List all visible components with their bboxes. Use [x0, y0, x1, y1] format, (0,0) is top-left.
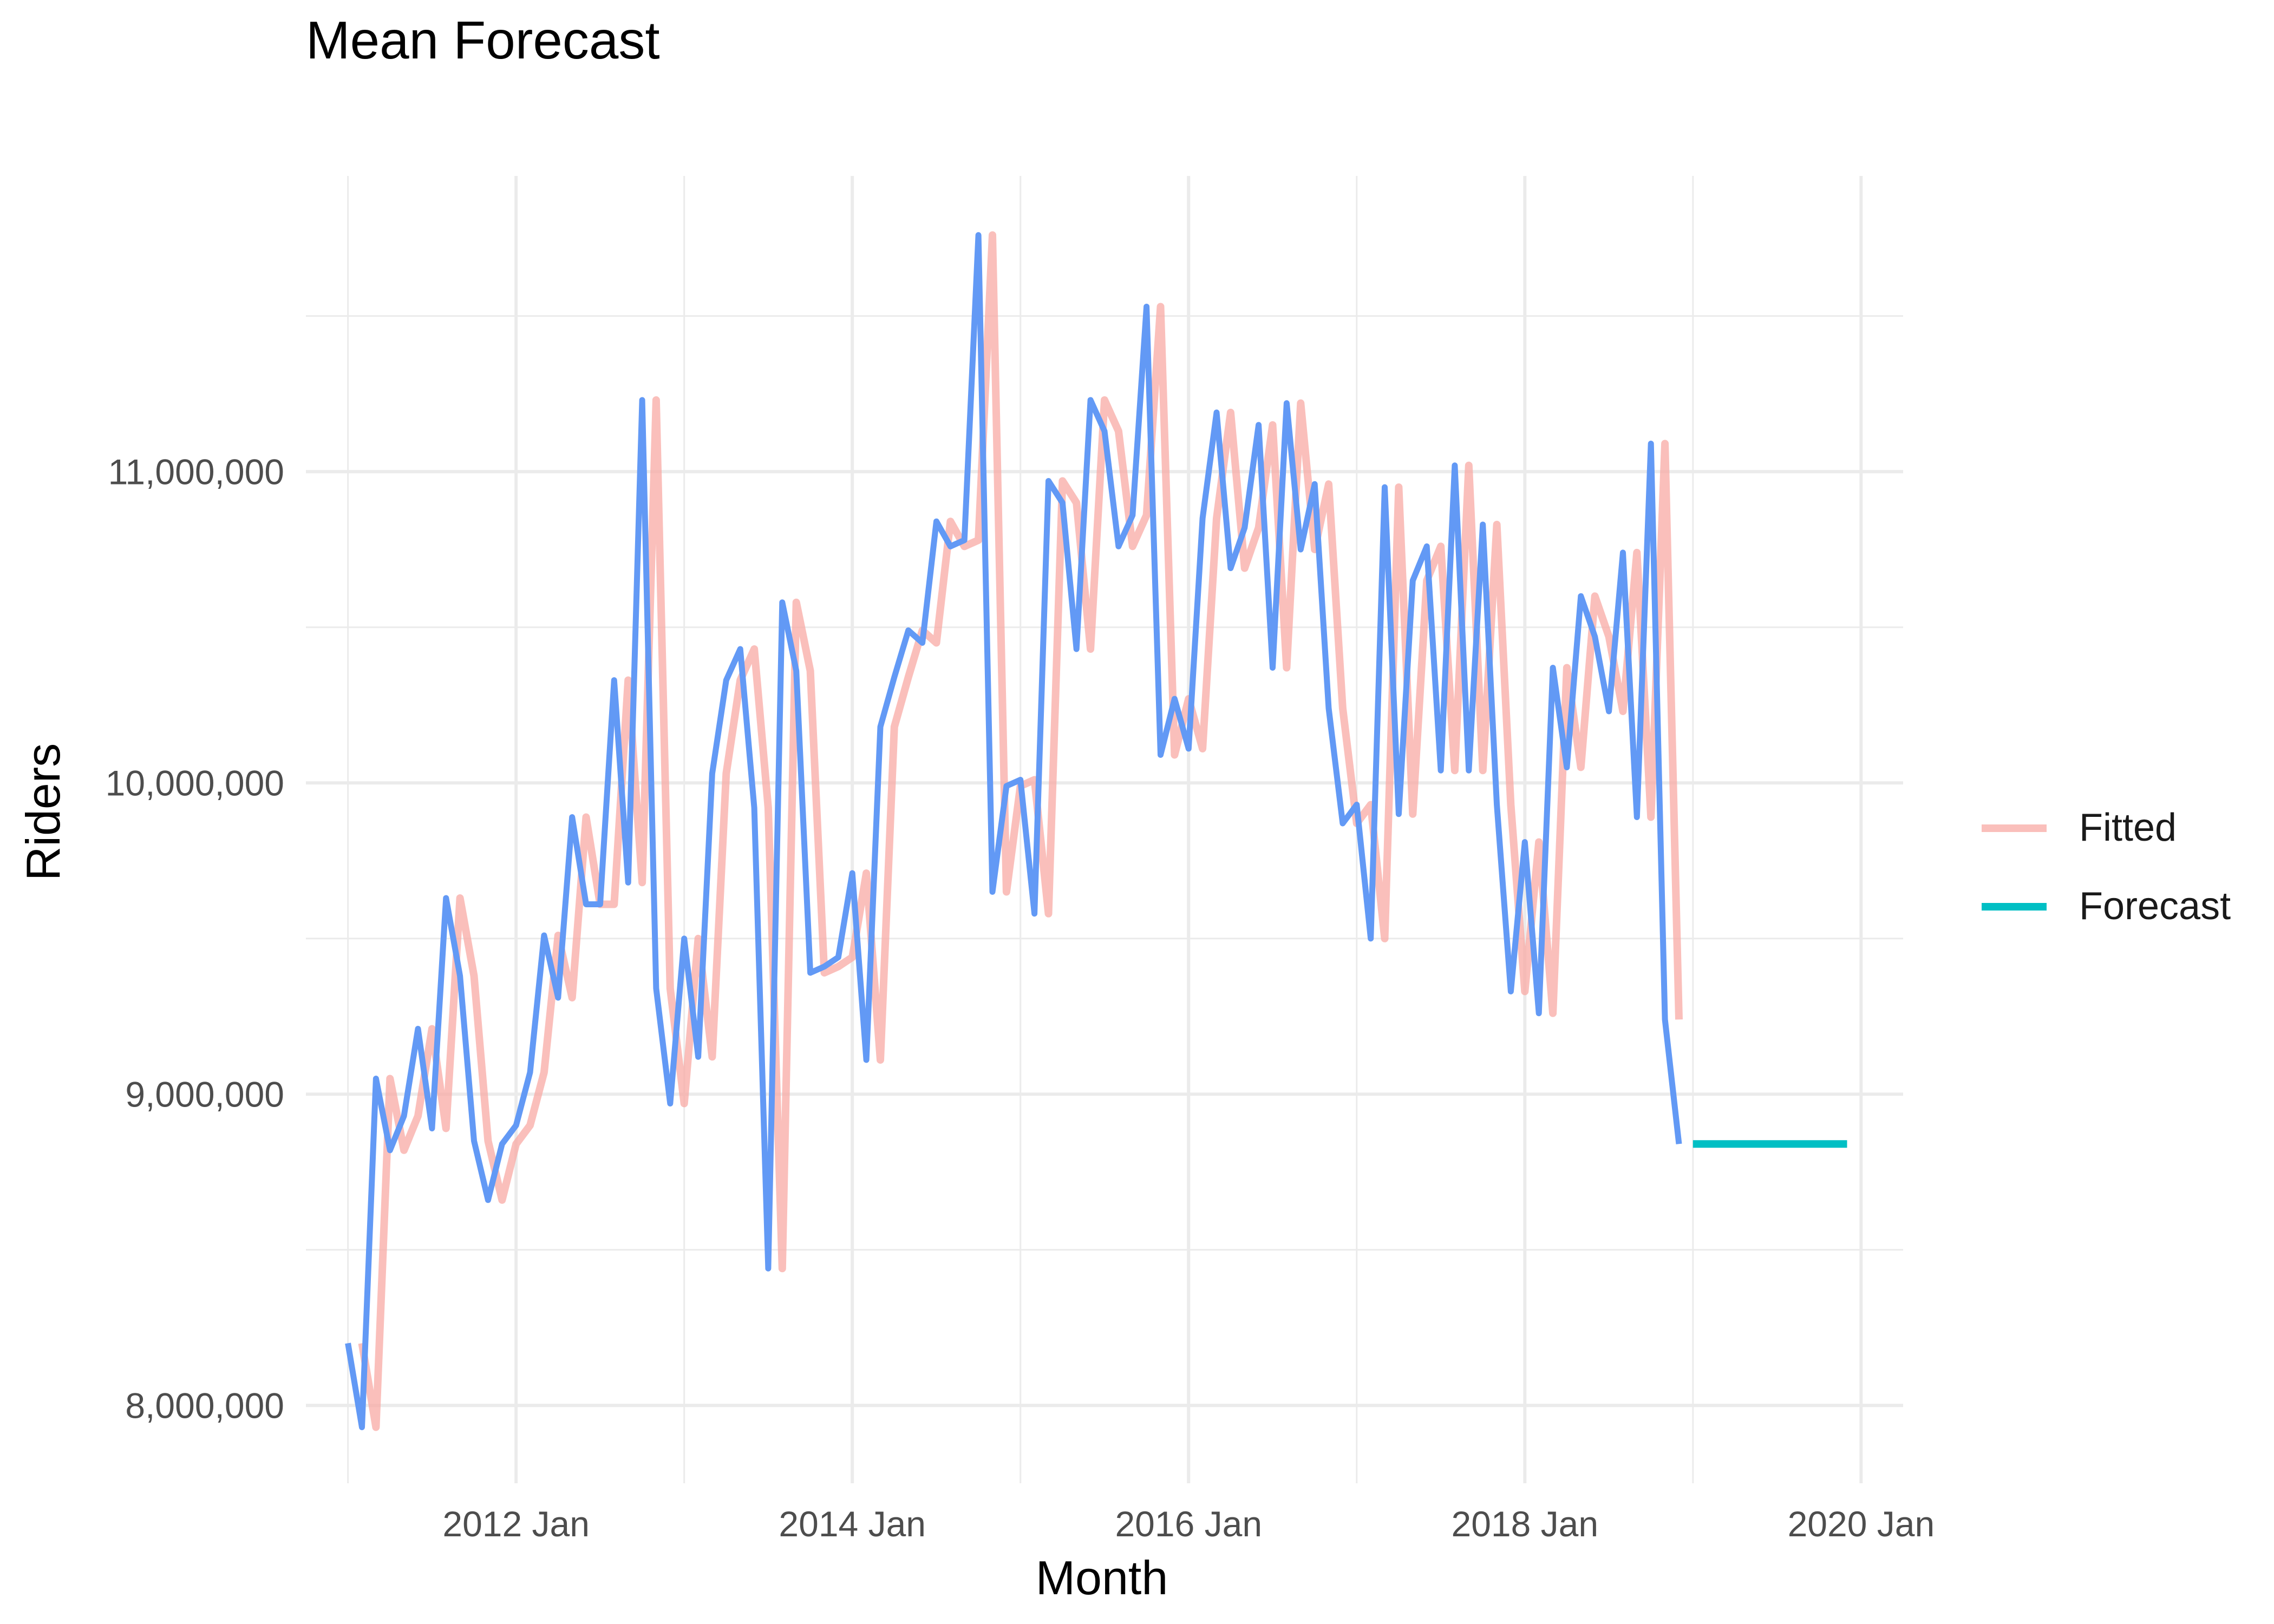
- legend-label-forecast: Forecast: [2079, 885, 2231, 928]
- y-tick-label: 10,000,000: [106, 763, 284, 803]
- x-axis-label: Month: [1036, 1551, 1168, 1605]
- series-lines: [345, 231, 1847, 1431]
- x-tick-label: 2016 Jan: [1115, 1504, 1262, 1544]
- chart-title: Mean Forecast: [306, 10, 660, 70]
- x-tick-label: 2018 Jan: [1452, 1504, 1599, 1544]
- x-tick-label: 2014 Jan: [779, 1504, 926, 1544]
- legend-label-fitted: Fitted: [2079, 806, 2177, 849]
- y-tick-label: 9,000,000: [125, 1074, 284, 1114]
- y-axis-label: Riders: [16, 743, 70, 881]
- y-tick-label: 8,000,000: [125, 1385, 284, 1425]
- x-tick-label: 2020 Jan: [1788, 1504, 1935, 1544]
- gridlines: [306, 176, 1903, 1483]
- series-line-actual: [345, 232, 1682, 1430]
- x-axis-tick-labels: 2012 Jan 2014 Jan 2016 Jan 2018 Jan 2020 Jan: [442, 1504, 1935, 1544]
- x-tick-label: 2012 Jan: [442, 1504, 590, 1544]
- y-tick-label: 11,000,000: [108, 451, 284, 492]
- legend: Fitted Forecast: [1982, 806, 2231, 928]
- y-axis-tick-labels: 8,000,000 9,000,000 10,000,000 11,000,000: [106, 451, 284, 1425]
